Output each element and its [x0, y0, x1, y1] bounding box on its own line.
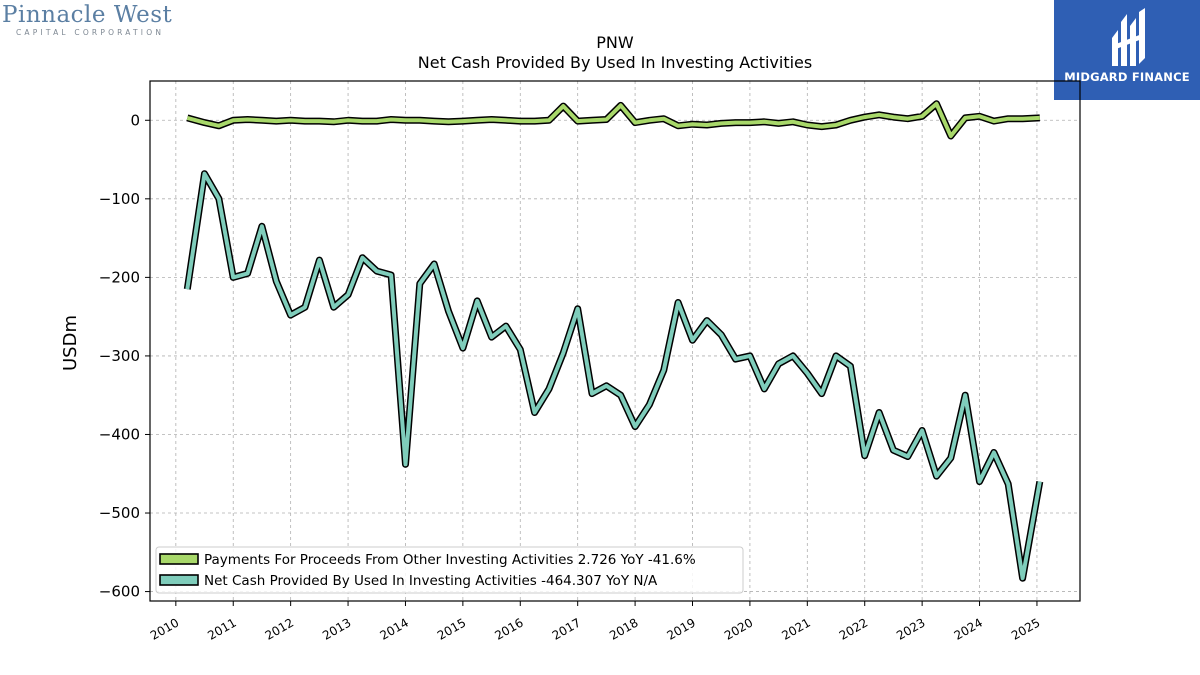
y-axis-ticks: 0 −100 −200 −300 −400 −500 −600 — [99, 111, 150, 601]
x-tick-label: 2014 — [378, 615, 411, 642]
x-tick-label: 2022 — [837, 615, 870, 642]
pinnacle-west-logo-subtitle: CAPITAL CORPORATION — [16, 28, 165, 37]
x-tick-label: 2011 — [205, 615, 238, 642]
legend-swatch-2 — [159, 574, 199, 586]
y-axis-label: USDm — [60, 315, 81, 371]
legend-entry-2: Net Cash Provided By Used In Investing A… — [204, 573, 658, 589]
x-tick-label: 2016 — [492, 615, 525, 642]
y-tick-label: −400 — [99, 425, 140, 443]
x-tick-label: 2025 — [1009, 615, 1042, 642]
pinnacle-west-logo-name: Pinnacle West — [2, 2, 173, 28]
legend-entry-1: Payments For Proceeds From Other Investi… — [204, 552, 696, 568]
legend-box — [155, 546, 744, 594]
x-tick-label: 2010 — [148, 615, 181, 642]
y-tick-label: −100 — [99, 190, 140, 208]
x-tick-label: 2012 — [263, 615, 296, 642]
y-tick-label: −200 — [99, 268, 140, 286]
legend-swatch-1 — [159, 553, 199, 565]
y-tick-label: −600 — [99, 583, 140, 601]
x-tick-label: 2015 — [435, 615, 468, 642]
x-tick-label: 2019 — [665, 615, 698, 642]
legend: Payments For Proceeds From Other Investi… — [155, 546, 744, 594]
x-tick-label: 2018 — [607, 615, 640, 642]
series-line-2 — [185, 171, 1042, 581]
series-line-1 — [186, 101, 1040, 138]
y-tick-label: 0 — [130, 111, 140, 129]
x-tick-label: 2023 — [894, 615, 927, 642]
x-tick-label: 2017 — [550, 615, 583, 642]
series-outline-2 — [183, 170, 1044, 582]
y-tick-label: −300 — [99, 347, 140, 365]
chart-subtitle: Net Cash Provided By Used In Investing A… — [418, 53, 812, 72]
midgard-finance-emblem-icon — [1112, 8, 1145, 66]
x-tick-label: 2013 — [320, 615, 353, 642]
chart-title: PNW — [596, 33, 634, 52]
x-axis-ticks: 2010 2011 2012 2013 2014 2015 2016 2017 2018 2019… — [148, 601, 1042, 643]
x-tick-label: 2021 — [779, 615, 812, 642]
series-lines — [183, 100, 1044, 582]
x-tick-label: 2024 — [952, 615, 985, 642]
y-tick-label: −500 — [99, 504, 140, 522]
plot-frame — [149, 80, 1081, 602]
x-tick-label: 2020 — [722, 615, 755, 642]
midgard-finance-name: MIDGARD FINANCE — [1064, 70, 1190, 84]
pinnacle-west-logo: Pinnacle West CAPITAL CORPORATION — [2, 2, 202, 46]
grid — [150, 81, 1080, 601]
midgard-finance-logo: MIDGARD FINANCE — [1054, 0, 1200, 100]
